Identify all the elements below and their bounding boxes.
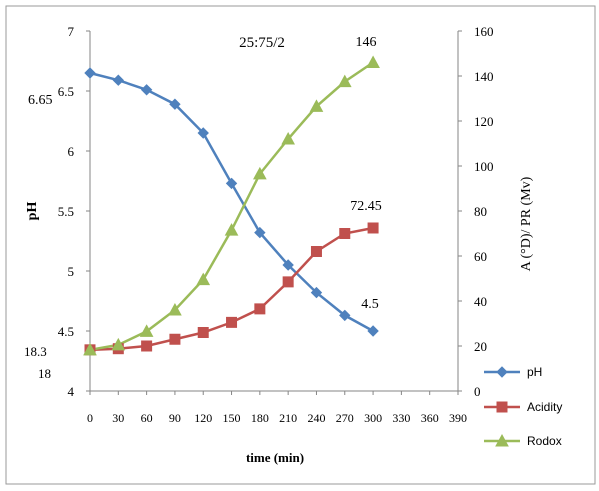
marker-rodox — [253, 166, 267, 180]
marker-rodox — [83, 342, 97, 356]
marker-acidity — [310, 246, 322, 257]
x-tick-label: 360 — [421, 411, 439, 425]
y-right-tick-label: 80 — [474, 204, 487, 219]
x-tick-label: 120 — [194, 411, 212, 425]
x-tick-label: 180 — [251, 411, 269, 425]
marker-ph — [339, 309, 351, 322]
marker-acidity — [254, 303, 266, 315]
y-right-tick-label: 120 — [474, 114, 494, 129]
legend-label-acidity: Acidity — [527, 400, 562, 414]
y-right-tick-label: 140 — [474, 69, 494, 84]
marker-rodox — [111, 337, 126, 351]
marker-rodox — [196, 272, 211, 286]
legend-label-rodox: Rodox — [527, 434, 562, 448]
y-left-tick-label: 6.5 — [58, 84, 74, 99]
marker-rodox — [309, 99, 324, 112]
marker-ph — [225, 177, 238, 190]
data-label: 6.65 — [28, 93, 53, 108]
marker-rodox — [168, 302, 182, 316]
y-right-tick-label: 60 — [474, 249, 487, 264]
y-right-tick-label: 0 — [474, 384, 481, 399]
x-tick-label: 270 — [336, 411, 354, 425]
data-label: 18.3 — [24, 344, 47, 359]
data-labels: 6.65 18.3 18 146 72.45 4.5 — [24, 35, 382, 381]
legend: pH Acidity Rodox — [484, 365, 562, 448]
marker-ph — [84, 67, 96, 79]
data-label: 4.5 — [361, 297, 379, 312]
y-right-tick-label: 100 — [474, 159, 494, 174]
marker-acidity — [282, 276, 294, 288]
x-axis-title: time (min) — [246, 450, 304, 465]
annotation-ratio: 25:75/2 — [239, 35, 285, 51]
x-tick-label: 0 — [87, 411, 93, 425]
legend-marker-ph — [496, 366, 508, 378]
marker-ph — [282, 259, 294, 271]
legend-marker-acidity — [496, 401, 508, 413]
y-left-tick-label: 7 — [68, 24, 75, 39]
marker-acidity — [367, 222, 379, 234]
data-label: 72.45 — [350, 199, 382, 214]
tick-labels: 0 30 60 90 120 150 180 210 240 270 300 330 360 39044.… — [58, 24, 494, 425]
marker-rodox — [366, 55, 380, 68]
marker-ph — [310, 286, 323, 299]
x-tick-label: 210 — [279, 411, 297, 425]
marker-ph — [254, 226, 266, 239]
y-left-tick-label: 4.5 — [58, 324, 74, 339]
marker-rodox — [139, 324, 154, 337]
x-tick-label: 90 — [169, 411, 181, 425]
marker-rodox — [224, 223, 239, 236]
marker-ph — [197, 127, 209, 139]
y-axis-left-title: pH — [25, 202, 40, 221]
marker-ph — [112, 74, 125, 86]
series-markers — [83, 55, 380, 356]
marker-acidity — [339, 228, 351, 239]
marker-ph — [140, 84, 153, 96]
x-tick-label: 30 — [112, 411, 124, 425]
x-tick-label: 300 — [364, 411, 382, 425]
y-left-tick-label: 4 — [68, 384, 75, 399]
x-tick-label: 390 — [449, 411, 467, 425]
y-left-tick-label: 6 — [68, 144, 75, 159]
marker-ph — [169, 98, 181, 110]
data-label: 146 — [356, 35, 377, 50]
y-right-tick-label: 20 — [474, 339, 487, 354]
y-left-tick-label: 5.5 — [58, 204, 74, 219]
marker-acidity — [141, 340, 153, 352]
marker-acidity — [169, 333, 181, 345]
y-right-tick-label: 160 — [474, 24, 494, 39]
y-right-tick-label: 40 — [474, 294, 487, 309]
legend-label-ph: pH — [527, 365, 542, 379]
axes — [86, 30, 462, 395]
x-tick-label: 330 — [392, 411, 410, 425]
y-axis-right-title: A (°D)/ PR (Mv) — [519, 176, 534, 271]
marker-acidity — [197, 327, 209, 338]
y-left-tick-label: 5 — [68, 264, 75, 279]
x-tick-label: 150 — [223, 411, 241, 425]
data-label: 18 — [38, 366, 51, 381]
legend-marker-rodox — [495, 433, 509, 447]
x-tick-label: 60 — [141, 411, 153, 425]
marker-ph — [367, 325, 379, 337]
marker-acidity — [226, 316, 238, 328]
x-tick-label: 240 — [307, 411, 325, 425]
marker-rodox — [337, 74, 352, 88]
marker-rodox — [281, 131, 295, 145]
